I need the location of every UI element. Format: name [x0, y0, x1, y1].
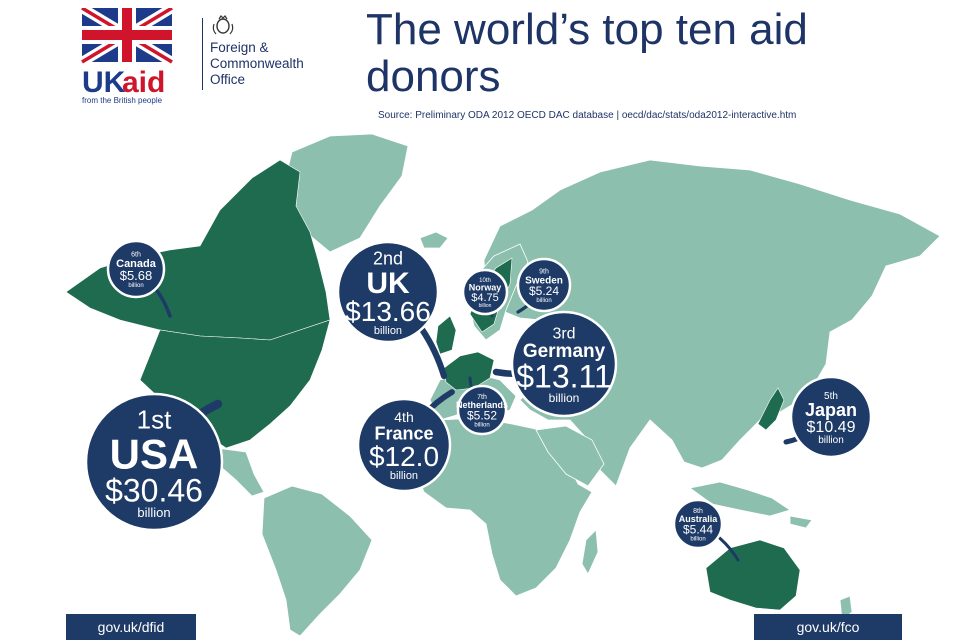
donor-country-name: Canada [116, 258, 157, 270]
donor-country-japan [757, 387, 785, 431]
donor-country-name: UK [366, 267, 410, 300]
donor-country-name: Norway [469, 282, 502, 292]
donor-bubble-circle [789, 375, 873, 459]
donor-rank: 4th [394, 409, 413, 425]
donor-amount: $30.46 [105, 473, 203, 509]
donor-bubble-circle [456, 384, 508, 436]
ukaid-wordmark-aid: aid [122, 66, 165, 99]
land-south-america [261, 485, 373, 637]
donor-country-name: USA [110, 430, 199, 477]
donor-bubble-circle [510, 310, 618, 418]
donor-amount-unit: billion [818, 435, 844, 446]
donor-amount: $13.66 [345, 296, 431, 327]
donor-bubble-circle [336, 240, 440, 344]
donor-rank: 6th [131, 252, 141, 259]
donor-amount-unit: billion [137, 505, 170, 520]
donor-rank: 3rd [552, 326, 575, 343]
union-flag-icon [80, 8, 175, 67]
donor-amount: $10.49 [807, 419, 856, 436]
land-pacific-islands [789, 515, 813, 529]
ukaid-logo: UK aid from the British people [80, 8, 175, 105]
donor-country-australia [705, 539, 801, 611]
donor-country-name: Germany [523, 341, 606, 362]
donor-rank: 7th [477, 394, 487, 401]
fco-name-line: Foreign & [210, 40, 269, 55]
fco-name-line: Office [210, 72, 246, 87]
fco-logo: Foreign & Commonwealth Office [200, 14, 340, 94]
donor-country-name: Netherlands [456, 400, 508, 410]
donor-bubble-circle [106, 239, 166, 299]
donor-amount: $12.0 [369, 441, 439, 472]
donor-amount-unit: billion [474, 422, 489, 428]
donor-country-uk [435, 315, 457, 355]
donor-rank: 8th [693, 508, 703, 515]
land-arabia [535, 425, 605, 487]
donor-bubble-circle [516, 257, 572, 313]
donor-amount-unit: billion [390, 470, 418, 482]
donor-amount-unit: billion [536, 298, 551, 304]
donor-amount: $5.68 [120, 268, 153, 283]
donor-amount: $5.52 [467, 409, 497, 423]
source-note: Source: Preliminary ODA 2012 OECD DAC da… [378, 110, 797, 121]
fco-name: Foreign & Commonwealth Office [210, 40, 304, 88]
donor-amount: $13.11 [516, 359, 612, 395]
land-africa [413, 417, 593, 597]
donor-bubble-circle [672, 498, 724, 550]
fco-name-line: Commonwealth [210, 56, 304, 71]
donor-country-name: Japan [805, 400, 857, 420]
donor-country-western-europe [443, 351, 495, 391]
donor-amount-unit: billion [549, 391, 580, 405]
donor-amount: $5.44 [683, 523, 713, 537]
page-title: The world’s top ten aid donors [366, 5, 808, 101]
footer-dfid-link[interactable]: gov.uk/dfid [66, 614, 196, 640]
land-madagascar [581, 529, 599, 575]
donor-amount: $4.75 [471, 292, 499, 304]
donor-rank: 9th [539, 269, 549, 276]
donor-country-name: France [374, 423, 433, 443]
footer-fco-link[interactable]: gov.uk/fco [754, 614, 902, 640]
donor-bubble-circle [461, 268, 509, 316]
donor-country-name: Australia [679, 514, 719, 524]
donor-rank: 10th [479, 278, 491, 284]
donor-rank: 5th [824, 391, 838, 402]
donor-amount: $5.24 [529, 284, 559, 298]
royal-crest-icon [212, 15, 234, 35]
ukaid-wordmark-uk: UK [82, 66, 126, 99]
land-central-america [215, 447, 265, 497]
donor-amount-unit: billion [479, 303, 492, 309]
donor-bubble-circle [84, 392, 224, 532]
donor-amount-unit: billion [128, 283, 143, 289]
donor-amount-unit: billion [374, 325, 402, 337]
logo-divider [202, 18, 203, 90]
land-southeast-asia [689, 481, 791, 517]
donor-rank: 2nd [373, 248, 403, 268]
ukaid-tagline: from the British people [82, 96, 163, 105]
donor-bubble-circle [356, 397, 452, 493]
donor-amount-unit: billion [690, 536, 705, 542]
land-iceland [419, 231, 449, 249]
donor-country-name: Sweden [525, 275, 563, 286]
donor-rank: 1st [137, 404, 172, 434]
donor-country-canada [65, 159, 331, 341]
